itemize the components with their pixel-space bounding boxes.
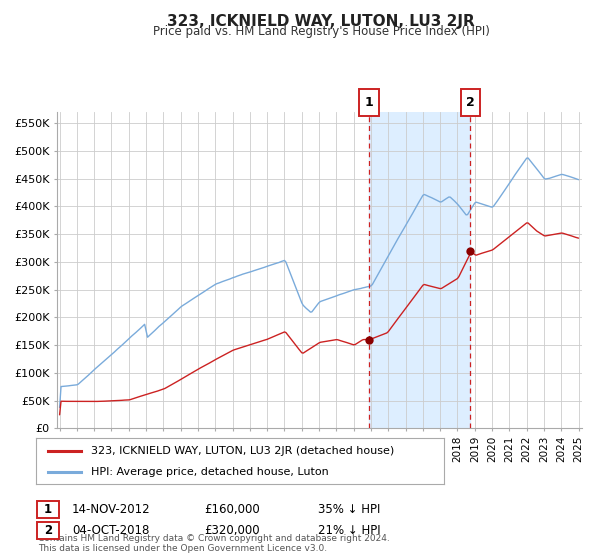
Bar — [369, 112, 470, 428]
Text: 21% ↓ HPI: 21% ↓ HPI — [318, 524, 380, 538]
Text: Contains HM Land Registry data © Crown copyright and database right 2024.
This d: Contains HM Land Registry data © Crown c… — [38, 534, 389, 553]
Text: 323, ICKNIELD WAY, LUTON, LU3 2JR (detached house): 323, ICKNIELD WAY, LUTON, LU3 2JR (detac… — [91, 446, 394, 456]
Text: 1: 1 — [44, 503, 52, 516]
Text: Price paid vs. HM Land Registry's House Price Index (HPI): Price paid vs. HM Land Registry's House … — [152, 25, 490, 38]
Text: 04-OCT-2018: 04-OCT-2018 — [72, 524, 149, 538]
Text: HPI: Average price, detached house, Luton: HPI: Average price, detached house, Luto… — [91, 468, 329, 478]
Text: 1: 1 — [364, 96, 373, 109]
Text: £320,000: £320,000 — [204, 524, 260, 538]
Text: 14-NOV-2012: 14-NOV-2012 — [72, 503, 151, 516]
Text: 323, ICKNIELD WAY, LUTON, LU3 2JR: 323, ICKNIELD WAY, LUTON, LU3 2JR — [167, 14, 475, 29]
Text: 35% ↓ HPI: 35% ↓ HPI — [318, 503, 380, 516]
Text: 2: 2 — [44, 524, 52, 538]
Text: 2: 2 — [466, 96, 475, 109]
Text: £160,000: £160,000 — [204, 503, 260, 516]
